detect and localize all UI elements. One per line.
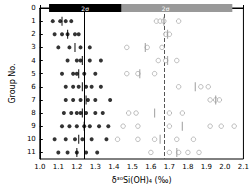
svg-text:1.3: 1.3 <box>90 163 101 171</box>
svg-text:1.6: 1.6 <box>145 163 157 171</box>
svg-text:4: 4 <box>31 57 36 65</box>
svg-text:11: 11 <box>27 148 36 156</box>
svg-text:1.2: 1.2 <box>71 163 82 171</box>
svg-text:1.1: 1.1 <box>53 163 64 171</box>
svg-text:Group No.: Group No. <box>8 63 17 103</box>
svg-text:δ³⁰Si(OH)₄ (‰): δ³⁰Si(OH)₄ (‰) <box>112 176 172 185</box>
svg-text:2.1: 2.1 <box>238 163 249 171</box>
svg-text:8: 8 <box>31 109 35 117</box>
svg-text:2σ: 2σ <box>162 5 170 12</box>
svg-text:3: 3 <box>31 43 35 51</box>
svg-text:1.4: 1.4 <box>108 163 120 171</box>
svg-text:5: 5 <box>31 70 35 78</box>
svg-text:7: 7 <box>31 96 35 104</box>
svg-text:1: 1 <box>31 17 35 25</box>
svg-text:0: 0 <box>31 4 35 12</box>
svg-text:1.7: 1.7 <box>164 163 175 171</box>
svg-text:1.5: 1.5 <box>127 163 138 171</box>
svg-text:10: 10 <box>27 135 36 143</box>
svg-text:6: 6 <box>31 83 36 91</box>
svg-text:1.0: 1.0 <box>34 163 45 171</box>
svg-text:2: 2 <box>31 30 35 38</box>
svg-text:2σ: 2σ <box>81 5 89 12</box>
svg-text:1.8: 1.8 <box>182 163 193 171</box>
svg-text:9: 9 <box>31 122 35 130</box>
svg-text:2.0: 2.0 <box>219 163 230 171</box>
svg-text:1.9: 1.9 <box>201 163 212 171</box>
